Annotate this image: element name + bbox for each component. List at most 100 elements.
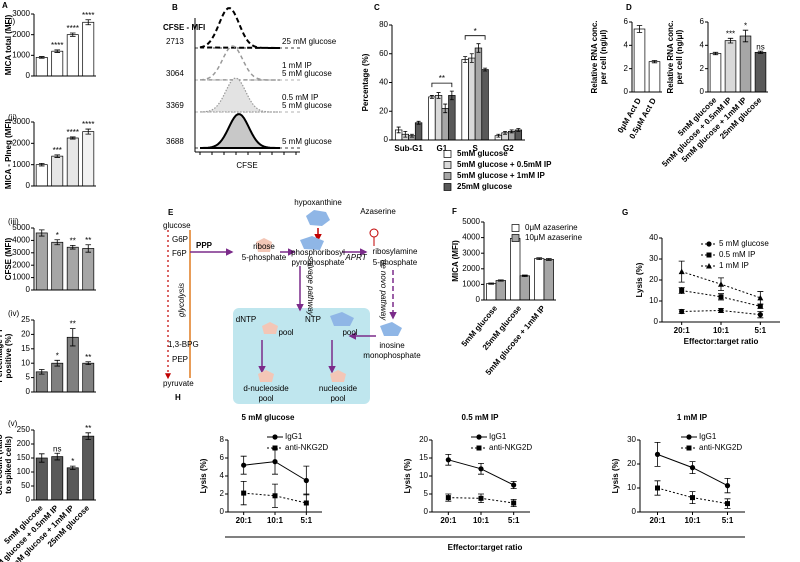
legend-label: 10μM azaserine bbox=[525, 233, 583, 242]
legend-label: anti-NKG2D bbox=[285, 443, 328, 452]
y-tick-label: 2000 bbox=[12, 30, 30, 39]
legend-label: IgG1 bbox=[489, 432, 507, 441]
diagram-label: 5-phosphate bbox=[242, 253, 287, 262]
significance-label: **** bbox=[82, 120, 94, 129]
x-tick-label: G1 bbox=[437, 144, 448, 153]
x-tick-label: 20:1 bbox=[236, 516, 253, 525]
diagram-label: monophosphate bbox=[363, 351, 421, 360]
error-bar bbox=[69, 328, 76, 347]
error-bar bbox=[54, 359, 61, 367]
x-tick-label: 20:1 bbox=[674, 326, 691, 335]
y-axis-label: positive (%) bbox=[4, 333, 13, 378]
y-tick-label: 2000 bbox=[12, 138, 30, 147]
bar bbox=[82, 435, 95, 501]
diagram-label: phosphoribosyl bbox=[291, 248, 345, 257]
error-bar bbox=[483, 67, 488, 72]
histogram-curve bbox=[199, 77, 281, 113]
condition-label: 5 mM glucose bbox=[282, 69, 332, 78]
bar bbox=[724, 40, 737, 93]
point bbox=[689, 465, 696, 471]
legend-label: 5mM glucose + 1mM IP bbox=[457, 171, 545, 180]
point bbox=[303, 477, 309, 484]
bar bbox=[448, 95, 456, 141]
y-tick-label: 3000 bbox=[12, 117, 30, 126]
error-bar bbox=[488, 282, 495, 285]
error-bar bbox=[54, 49, 61, 53]
pathway-diagram bbox=[165, 210, 402, 404]
panel-label: G bbox=[622, 208, 628, 217]
legend-marker bbox=[476, 445, 482, 451]
diagram-label: pool bbox=[278, 328, 293, 337]
error-bar bbox=[449, 90, 454, 101]
bar bbox=[35, 457, 48, 501]
y-tick-label: 3000 bbox=[462, 248, 480, 257]
point bbox=[757, 312, 763, 318]
histogram-curve bbox=[199, 113, 281, 149]
point bbox=[690, 495, 695, 501]
y-tick-label: 10 bbox=[627, 483, 636, 492]
y-tick-label: 10 bbox=[649, 296, 658, 305]
legend-swatch bbox=[511, 224, 520, 232]
legend-marker bbox=[476, 434, 482, 440]
diagram-label: de novo pathway bbox=[379, 260, 388, 321]
legend-label: 0μM azaserine bbox=[525, 223, 578, 232]
error-bar bbox=[436, 92, 441, 99]
panel-label: F bbox=[452, 207, 457, 216]
y-tick-label: 10 bbox=[21, 358, 30, 367]
error-bar bbox=[38, 369, 45, 375]
y-tick-label: 20 bbox=[419, 435, 428, 444]
series-line bbox=[681, 309, 761, 316]
y-axis-label: CFSE (MFI) bbox=[4, 237, 13, 280]
significance-label: **** bbox=[67, 128, 79, 137]
x-axis-label: Effector:target ratio bbox=[448, 543, 523, 552]
bar bbox=[648, 61, 661, 93]
error-bar bbox=[85, 432, 92, 440]
point bbox=[241, 490, 247, 496]
significance-label: ** bbox=[85, 236, 91, 245]
y-tick-label: 0 bbox=[26, 71, 31, 80]
bar bbox=[754, 51, 767, 93]
bar bbox=[51, 456, 64, 501]
y-tick-label: 15 bbox=[419, 453, 428, 462]
legend-label: 0.5 mM IP bbox=[719, 250, 755, 259]
bar bbox=[51, 50, 64, 77]
y-tick-label: 0 bbox=[26, 495, 31, 504]
y-tick-label: 4 bbox=[220, 471, 225, 480]
significance-bracket bbox=[464, 35, 486, 40]
significance-label: ** bbox=[70, 236, 76, 245]
y-tick-label: 30 bbox=[627, 435, 636, 444]
legend-label: 5mM glucose bbox=[457, 149, 508, 158]
bar bbox=[461, 59, 469, 141]
y-tick-label: 20 bbox=[21, 330, 30, 339]
legend-label: IgG1 bbox=[699, 432, 717, 441]
x-tick-label: 5:1 bbox=[508, 516, 520, 525]
diagram-label: ribosylamine bbox=[373, 247, 418, 256]
error-bar bbox=[54, 154, 61, 158]
chart-title: 0.5 mM IP bbox=[462, 413, 500, 422]
error-bar bbox=[503, 130, 508, 135]
header: CFSE - MFI bbox=[163, 23, 205, 32]
panel-label: H bbox=[175, 393, 181, 402]
point bbox=[678, 268, 685, 275]
y-tick-label: 0 bbox=[632, 507, 637, 516]
y-tick-label: 4 bbox=[624, 40, 629, 49]
bar bbox=[82, 21, 95, 77]
significance-label: * bbox=[744, 21, 747, 30]
y-axis-label: Relative RNA conc. bbox=[590, 20, 599, 93]
error-bar bbox=[85, 128, 92, 135]
y-tick-label: 1000 bbox=[12, 50, 30, 59]
bar bbox=[481, 69, 489, 141]
bar bbox=[35, 371, 48, 393]
point bbox=[718, 294, 724, 300]
molecule-icon bbox=[306, 210, 330, 226]
point bbox=[272, 493, 278, 499]
significance-label: * bbox=[56, 351, 59, 360]
y-axis-label: Cell count (ratio bbox=[0, 434, 4, 495]
y-axis-label: MICA total (MFI) bbox=[4, 14, 13, 75]
error-bar bbox=[712, 51, 719, 56]
y-axis-label: MICA - PIneg (MFI) bbox=[4, 118, 13, 189]
y-tick-label: 6 bbox=[624, 17, 629, 26]
y-tick-label: 0 bbox=[26, 387, 31, 396]
y-tick-label: 0 bbox=[654, 317, 659, 326]
